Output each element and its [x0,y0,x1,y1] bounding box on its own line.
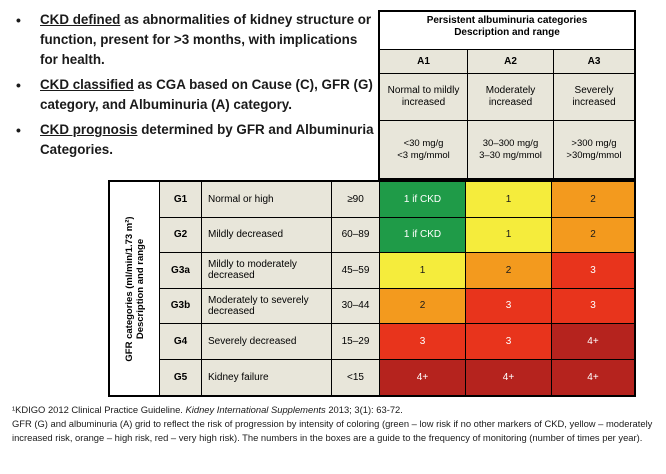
gfr-category-code: G3b [160,288,202,323]
gfr-side-label-text: GFR categories (ml/min/1.73 m²) Descript… [124,189,146,389]
risk-cell-a2: 1 [466,182,552,217]
bullet-text: as CGA based on Cause (C), GFR (G) categ… [40,77,373,112]
bullet-ckd-defined: • CKD defined as abnormalities of kidney… [6,10,374,70]
gfr-category-desc: Moderately to severely decreased [202,288,332,323]
risk-cell-a1: 4+ [380,359,466,395]
gfr-category-desc: Normal or high [202,182,332,217]
gfr-row-g3a: G3a Mildly to moderately decreased 45–59 1 2… [160,253,634,289]
albuminuria-col-a1: A1 Normal to mildly increased <30 mg/g <3… [380,50,468,178]
footnote-description: GFR (G) and albuminuria (A) grid to refl… [12,418,653,443]
bullet-lead: CKD prognosis [40,122,138,137]
albuminuria-range-mg: >300 mg/g [571,137,617,149]
risk-cell-a3: 2 [552,217,634,252]
risk-cell-a2: 2 [466,253,552,288]
bullet-list: • CKD defined as abnormalities of kidney… [6,10,374,165]
footnote: ¹KDIGO 2012 Clinical Practice Guideline.… [12,403,662,445]
albuminuria-header-table: Persistent albuminuria categories Descri… [378,10,636,180]
gfr-category-range: 60–89 [332,217,380,252]
risk-cell-a3: 3 [552,253,634,288]
gfr-category-range: <15 [332,359,380,395]
risk-cell-a1: 1 if CKD [380,217,466,252]
albuminuria-col-a3: A3 Severely increased >300 mg/g >30mg/mmo… [554,50,634,178]
gfr-side-label-line2: Description and range [135,238,146,340]
bullet-dot-icon: • [16,12,21,28]
albuminuria-code: A1 [380,50,467,74]
albuminuria-desc: Severely increased [554,74,634,121]
bullet-text: as abnormalities of kidney structure or … [40,12,372,67]
gfr-category-range: 15–29 [332,324,380,359]
risk-cell-a3: 4+ [552,324,634,359]
bullet-lead: CKD classified [40,77,134,92]
risk-cell-a2: 3 [466,324,552,359]
albuminuria-code: A3 [554,50,634,74]
risk-cell-a1: 1 if CKD [380,182,466,217]
bullet-text: determined by GFR and Albuminuria Catego… [40,122,374,157]
albuminuria-desc: Moderately increased [468,74,553,121]
albuminuria-code: A2 [468,50,553,74]
bullet-lead: CKD defined [40,12,121,27]
albuminuria-col-a2: A2 Moderately increased 30–300 mg/g 3–30 … [468,50,554,178]
gfr-category-code: G2 [160,217,202,252]
gfr-category-code: G4 [160,324,202,359]
gfr-side-label: GFR categories (ml/min/1.73 m²) Descript… [110,182,160,395]
risk-cell-a3: 2 [552,182,634,217]
gfr-category-range: 30–44 [332,288,380,323]
bullet-dot-icon: • [16,122,21,138]
gfr-row-g4: G4 Severely decreased 15–29 3 3 4+ [160,324,634,360]
albuminuria-range: 30–300 mg/g 3–30 mg/mmol [468,121,553,178]
risk-cell-a2: 3 [466,288,552,323]
gfr-category-desc: Severely decreased [202,324,332,359]
gfr-row-g5: G5 Kidney failure <15 4+ 4+ 4+ [160,359,634,395]
albuminuria-range-mg: <30 mg/g [403,137,444,149]
gfr-category-range: 45–59 [332,253,380,288]
albuminuria-title: Persistent albuminuria categories Descri… [380,12,634,50]
gfr-category-code: G1 [160,182,202,217]
gfr-category-desc: Mildly decreased [202,217,332,252]
risk-cell-a3: 4+ [552,359,634,395]
gfr-risk-table: GFR categories (ml/min/1.73 m²) Descript… [108,180,636,397]
albuminuria-title-line1: Persistent albuminuria categories [426,15,588,26]
gfr-category-desc: Kidney failure [202,359,332,395]
gfr-row-g1: G1 Normal or high ≥90 1 if CKD 1 2 [160,182,634,218]
risk-cell-a1: 2 [380,288,466,323]
albuminuria-range: <30 mg/g <3 mg/mmol [380,121,467,178]
bullet-ckd-prognosis: • CKD prognosis determined by GFR and Al… [6,120,374,160]
albuminuria-title-line2: Description and range [454,27,560,38]
bullet-ckd-classified: • CKD classified as CGA based on Cause (… [6,75,374,115]
footnote-journal: Kidney International Supplements [185,404,326,415]
footnote-citation-a: ¹KDIGO 2012 Clinical Practice Guideline. [12,404,186,415]
albuminuria-desc: Normal to mildly increased [380,74,467,121]
gfr-category-desc: Mildly to moderately decreased [202,253,332,288]
gfr-category-code: G5 [160,359,202,395]
albuminuria-range: >300 mg/g >30mg/mmol [554,121,634,178]
risk-cell-a3: 3 [552,288,634,323]
footnote-citation: ¹KDIGO 2012 Clinical Practice Guideline.… [12,403,662,417]
albuminuria-range-mmol: 3–30 mg/mmol [479,149,542,161]
gfr-category-code: G3a [160,253,202,288]
risk-cell-a1: 3 [380,324,466,359]
risk-cell-a2: 1 [466,217,552,252]
albuminuria-range-mmol: <3 mg/mmol [397,149,450,161]
risk-cell-a1: 1 [380,253,466,288]
risk-cell-a2: 4+ [466,359,552,395]
footnote-citation-b: 2013; 3(1): 63-72. [325,404,403,415]
albuminuria-range-mg: 30–300 mg/g [482,137,539,149]
gfr-category-range: ≥90 [332,182,380,217]
albuminuria-range-mmol: >30mg/mmol [566,149,622,161]
gfr-row-g3b: G3b Moderately to severely decreased 30–44… [160,288,634,324]
gfr-side-label-line1: GFR categories (ml/min/1.73 m²) [124,216,135,362]
gfr-row-g2: G2 Mildly decreased 60–89 1 if CKD 1 2 [160,217,634,253]
bullet-dot-icon: • [16,77,21,93]
